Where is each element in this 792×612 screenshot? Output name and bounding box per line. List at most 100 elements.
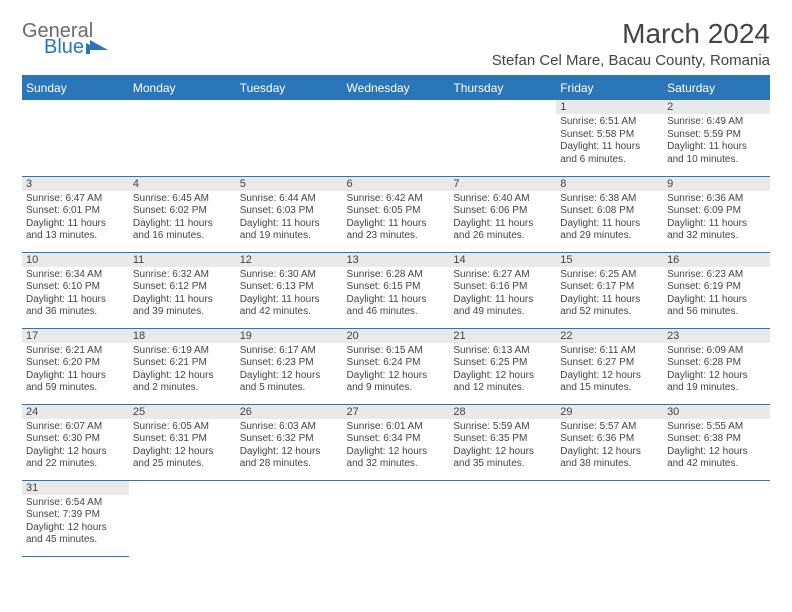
day-line: Sunrise: 6:30 AM: [240, 269, 339, 282]
calendar-cell: 21Sunrise: 6:13 AMSunset: 6:25 PMDayligh…: [449, 328, 556, 404]
calendar-cell: 14Sunrise: 6:27 AMSunset: 6:16 PMDayligh…: [449, 252, 556, 328]
day-line: Sunrise: 6:05 AM: [133, 421, 232, 434]
day-line: Sunset: 6:03 PM: [240, 205, 339, 218]
day-content: Sunrise: 6:40 AMSunset: 6:06 PMDaylight:…: [449, 191, 556, 247]
calendar-cell: 8Sunrise: 6:38 AMSunset: 6:08 PMDaylight…: [556, 176, 663, 252]
day-number: 23: [663, 329, 770, 343]
day-number: 8: [556, 177, 663, 191]
day-line: Sunset: 6:01 PM: [26, 205, 125, 218]
day-content: Sunrise: 6:25 AMSunset: 6:17 PMDaylight:…: [556, 267, 663, 323]
day-number: 28: [449, 405, 556, 419]
day-line: Sunset: 6:27 PM: [560, 357, 659, 370]
calendar-row: 24Sunrise: 6:07 AMSunset: 6:30 PMDayligh…: [22, 404, 770, 480]
day-line: Sunrise: 6:11 AM: [560, 345, 659, 358]
day-content: Sunrise: 6:23 AMSunset: 6:19 PMDaylight:…: [663, 267, 770, 323]
day-line: and 45 minutes.: [26, 534, 125, 547]
day-line: Sunrise: 6:45 AM: [133, 193, 232, 206]
calendar-cell: 22Sunrise: 6:11 AMSunset: 6:27 PMDayligh…: [556, 328, 663, 404]
calendar-row: 1Sunrise: 6:51 AMSunset: 5:58 PMDaylight…: [22, 100, 770, 176]
calendar-cell: 13Sunrise: 6:28 AMSunset: 6:15 PMDayligh…: [343, 252, 450, 328]
calendar-cell: 30Sunrise: 5:55 AMSunset: 6:38 PMDayligh…: [663, 404, 770, 480]
day-line: Daylight: 11 hours: [453, 218, 552, 231]
day-line: Sunrise: 6:19 AM: [133, 345, 232, 358]
day-number: 14: [449, 253, 556, 267]
day-line: Sunrise: 6:03 AM: [240, 421, 339, 434]
day-line: Sunset: 6:24 PM: [347, 357, 446, 370]
day-content: Sunrise: 6:28 AMSunset: 6:15 PMDaylight:…: [343, 267, 450, 323]
calendar-cell: 31Sunrise: 6:54 AMSunset: 7:39 PMDayligh…: [22, 480, 129, 556]
calendar-cell: 26Sunrise: 6:03 AMSunset: 6:32 PMDayligh…: [236, 404, 343, 480]
day-line: and 15 minutes.: [560, 382, 659, 395]
day-number: 19: [236, 329, 343, 343]
day-number: 20: [343, 329, 450, 343]
calendar-cell: [22, 100, 129, 176]
day-line: Daylight: 11 hours: [26, 218, 125, 231]
day-line: and 46 minutes.: [347, 306, 446, 319]
day-content: Sunrise: 6:11 AMSunset: 6:27 PMDaylight:…: [556, 343, 663, 399]
day-line: and 39 minutes.: [133, 306, 232, 319]
day-line: Sunrise: 6:17 AM: [240, 345, 339, 358]
day-line: and 28 minutes.: [240, 458, 339, 471]
day-number: 12: [236, 253, 343, 267]
day-number: 10: [22, 253, 129, 267]
day-number: 3: [22, 177, 129, 191]
day-line: and 42 minutes.: [240, 306, 339, 319]
day-line: Sunset: 6:09 PM: [667, 205, 766, 218]
calendar-cell: [236, 100, 343, 176]
day-number: 17: [22, 329, 129, 343]
day-content: Sunrise: 5:59 AMSunset: 6:35 PMDaylight:…: [449, 419, 556, 475]
day-line: Sunset: 6:10 PM: [26, 281, 125, 294]
calendar-body: 1Sunrise: 6:51 AMSunset: 5:58 PMDaylight…: [22, 100, 770, 556]
calendar-cell: 16Sunrise: 6:23 AMSunset: 6:19 PMDayligh…: [663, 252, 770, 328]
day-line: and 6 minutes.: [560, 154, 659, 167]
day-content: Sunrise: 6:15 AMSunset: 6:24 PMDaylight:…: [343, 343, 450, 399]
day-number: 30: [663, 405, 770, 419]
header: General Blue March 2024 Stefan Cel Mare,…: [22, 18, 770, 69]
day-line: and 5 minutes.: [240, 382, 339, 395]
day-line: Sunset: 6:31 PM: [133, 433, 232, 446]
day-line: Daylight: 11 hours: [560, 294, 659, 307]
day-number: 18: [129, 329, 236, 343]
day-line: Daylight: 12 hours: [453, 370, 552, 383]
day-line: Daylight: 11 hours: [26, 370, 125, 383]
day-line: and 22 minutes.: [26, 458, 125, 471]
day-number: 1: [556, 100, 663, 114]
day-line: and 42 minutes.: [667, 458, 766, 471]
day-line: Daylight: 11 hours: [26, 294, 125, 307]
day-content: Sunrise: 6:45 AMSunset: 6:02 PMDaylight:…: [129, 191, 236, 247]
day-line: Daylight: 12 hours: [560, 370, 659, 383]
day-line: Sunset: 6:17 PM: [560, 281, 659, 294]
day-line: Sunset: 6:34 PM: [347, 433, 446, 446]
location: Stefan Cel Mare, Bacau County, Romania: [492, 52, 770, 69]
day-line: Daylight: 11 hours: [667, 141, 766, 154]
month-title: March 2024: [492, 18, 770, 50]
day-line: Sunrise: 6:28 AM: [347, 269, 446, 282]
day-number: 29: [556, 405, 663, 419]
day-line: and 36 minutes.: [26, 306, 125, 319]
calendar-cell: 11Sunrise: 6:32 AMSunset: 6:12 PMDayligh…: [129, 252, 236, 328]
day-line: and 32 minutes.: [667, 230, 766, 243]
logo: General Blue: [22, 18, 108, 57]
day-line: and 16 minutes.: [133, 230, 232, 243]
calendar-cell: [129, 480, 236, 556]
calendar-cell: 28Sunrise: 5:59 AMSunset: 6:35 PMDayligh…: [449, 404, 556, 480]
calendar-cell: 12Sunrise: 6:30 AMSunset: 6:13 PMDayligh…: [236, 252, 343, 328]
day-line: Sunrise: 6:36 AM: [667, 193, 766, 206]
day-line: Daylight: 11 hours: [347, 294, 446, 307]
day-line: Sunrise: 6:21 AM: [26, 345, 125, 358]
day-line: Sunrise: 6:15 AM: [347, 345, 446, 358]
calendar-cell: [343, 480, 450, 556]
day-line: Sunrise: 5:59 AM: [453, 421, 552, 434]
calendar-cell: 17Sunrise: 6:21 AMSunset: 6:20 PMDayligh…: [22, 328, 129, 404]
calendar-cell: 20Sunrise: 6:15 AMSunset: 6:24 PMDayligh…: [343, 328, 450, 404]
calendar-cell: 4Sunrise: 6:45 AMSunset: 6:02 PMDaylight…: [129, 176, 236, 252]
day-line: and 19 minutes.: [667, 382, 766, 395]
day-line: Sunset: 6:23 PM: [240, 357, 339, 370]
day-line: and 56 minutes.: [667, 306, 766, 319]
day-line: Sunset: 7:39 PM: [26, 509, 125, 522]
day-line: Sunrise: 6:09 AM: [667, 345, 766, 358]
day-line: Sunset: 5:58 PM: [560, 129, 659, 142]
day-line: Sunset: 6:02 PM: [133, 205, 232, 218]
day-content: Sunrise: 6:36 AMSunset: 6:09 PMDaylight:…: [663, 191, 770, 247]
day-line: Sunset: 5:59 PM: [667, 129, 766, 142]
